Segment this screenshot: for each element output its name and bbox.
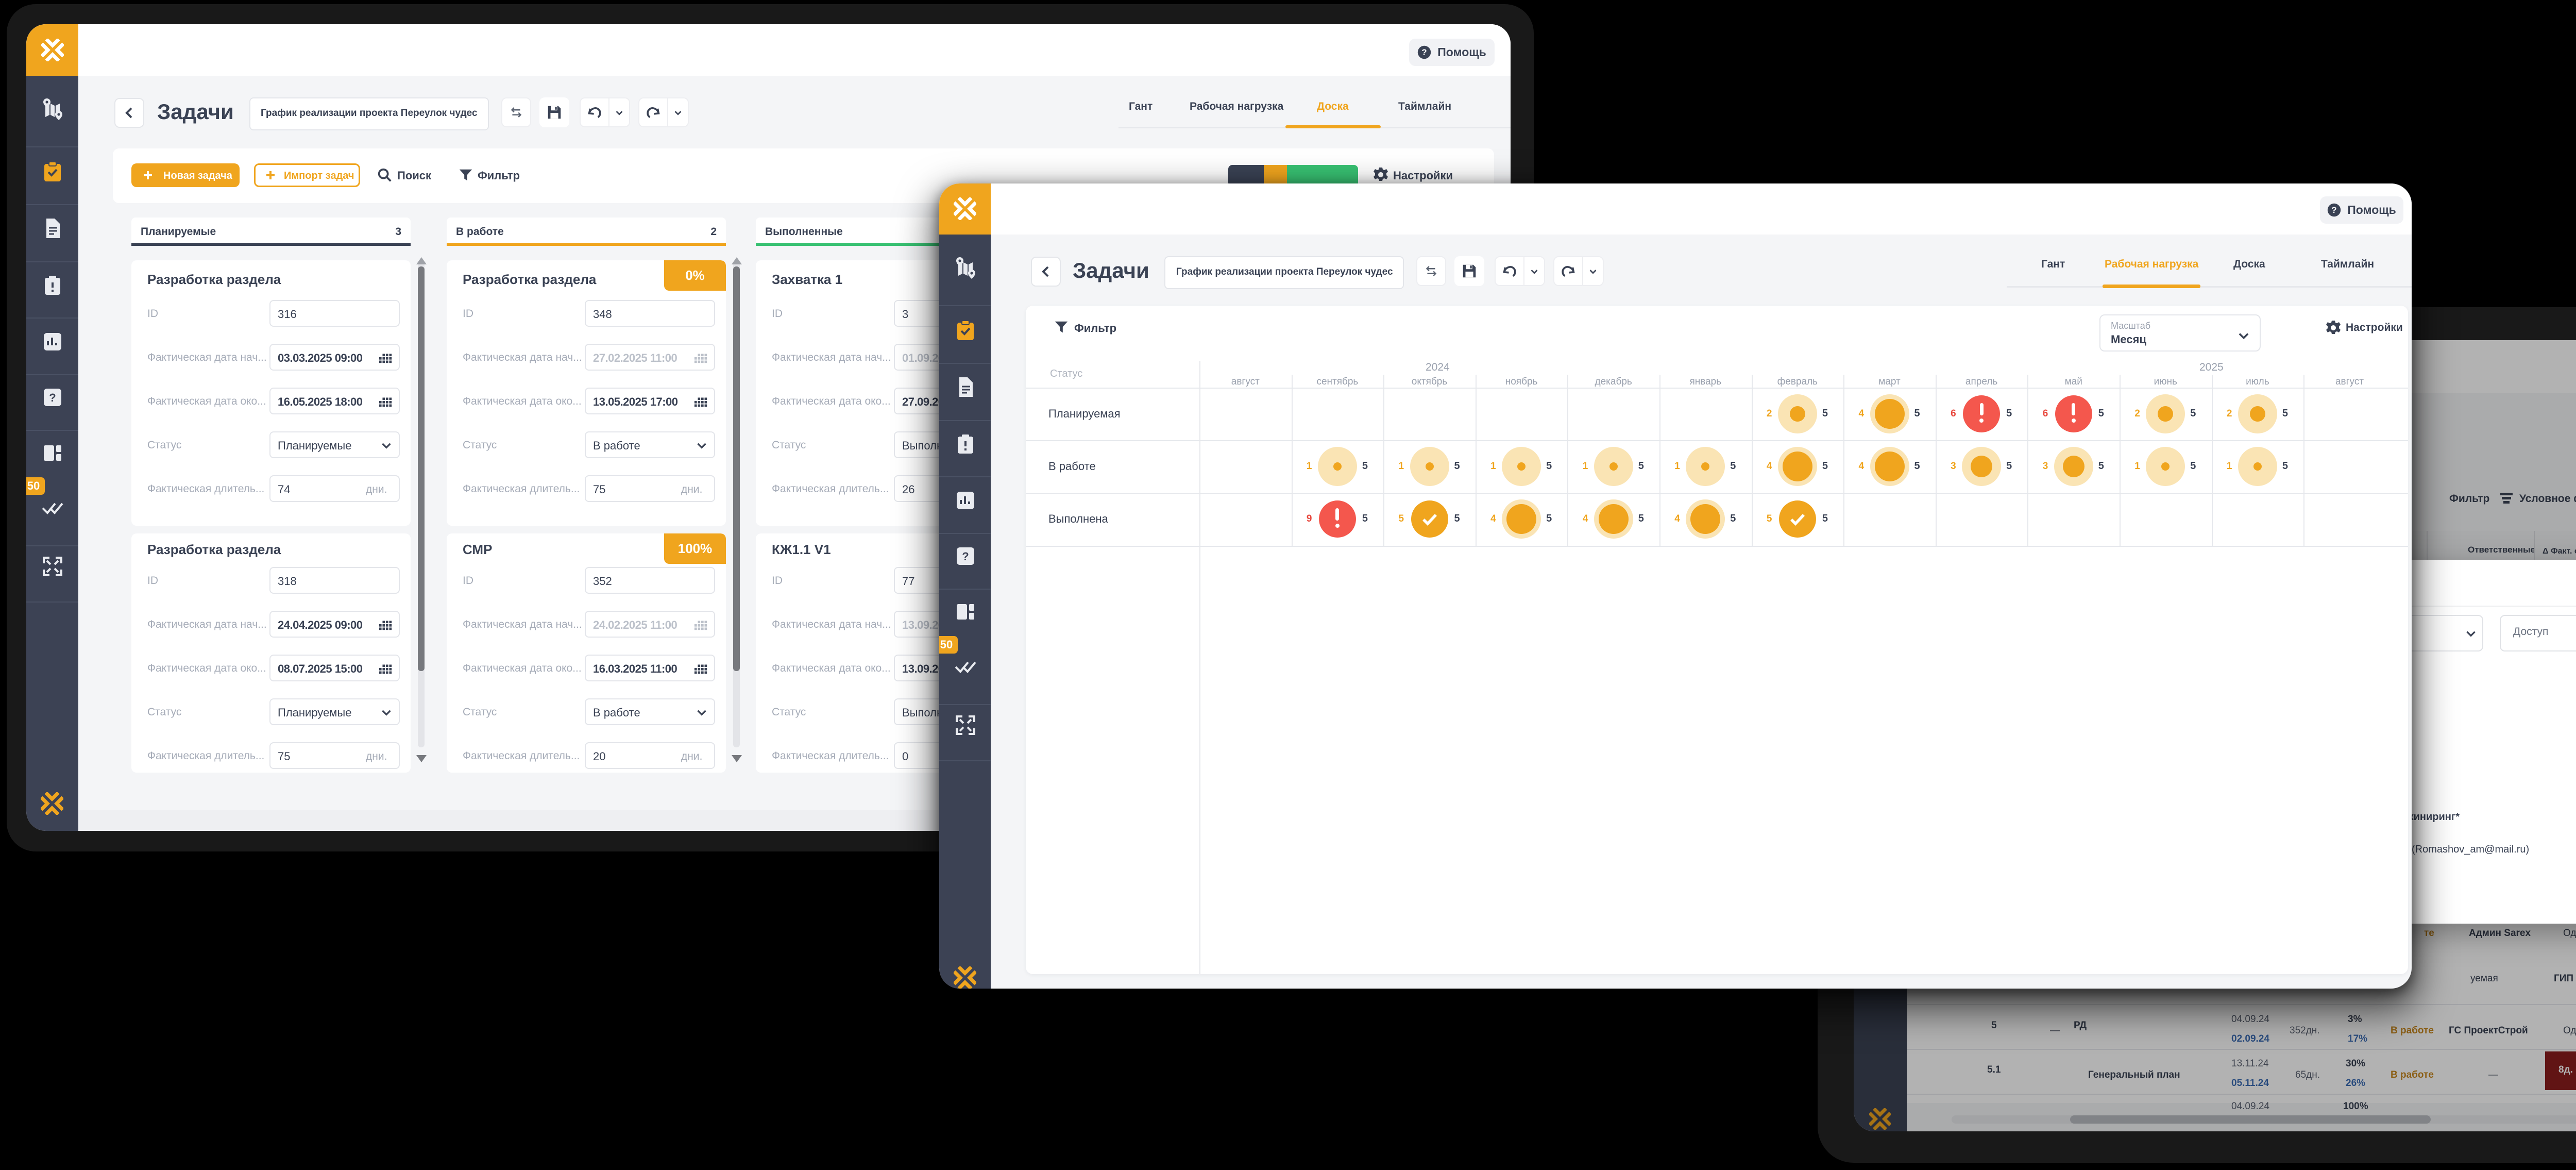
svg-text:?: ? — [962, 550, 969, 563]
svg-text:?: ? — [49, 391, 56, 404]
svg-text:?: ? — [2332, 205, 2337, 215]
svg-text:?: ? — [1422, 47, 1427, 57]
